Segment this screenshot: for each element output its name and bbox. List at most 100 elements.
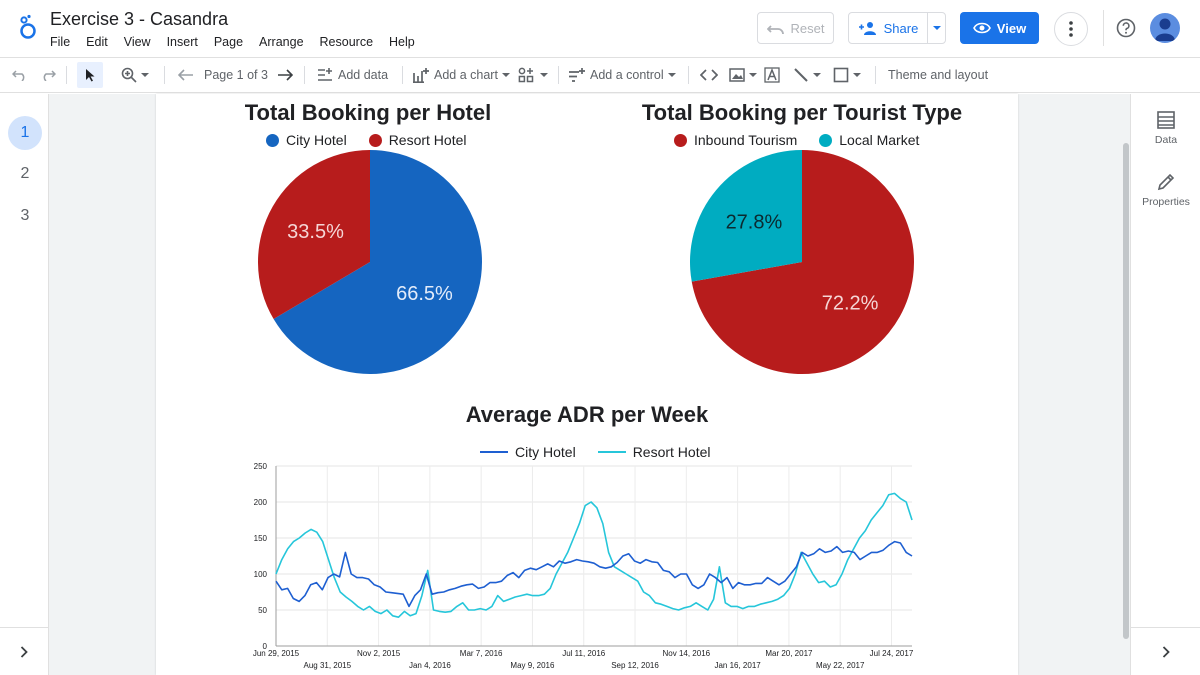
- redo-button[interactable]: [40, 58, 56, 92]
- expand-right-panel-button[interactable]: [1131, 627, 1200, 675]
- x-tick-label: Jul 24, 2017: [870, 649, 914, 658]
- looker-studio-logo-icon[interactable]: [16, 14, 40, 40]
- legend-item-local-market[interactable]: Local Market: [819, 132, 919, 148]
- rectangle-icon: [833, 67, 849, 83]
- image-icon: [729, 68, 745, 82]
- add-control-label: Add a control: [590, 68, 664, 82]
- widgets-icon: [518, 67, 534, 83]
- y-tick-label: 0: [263, 642, 268, 651]
- legend-swatch: [674, 133, 687, 147]
- y-tick-label: 150: [254, 534, 268, 543]
- pie-chart-tourist[interactable]: 72.2% 27.8%: [688, 148, 916, 376]
- report-title[interactable]: Exercise 3 - Casandra: [50, 9, 229, 29]
- legend-swatch: [597, 451, 626, 453]
- zoom-button[interactable]: [121, 58, 149, 92]
- editor-toolbar: Page 1 of 3 Add data Add a chart Add a c…: [0, 57, 1200, 93]
- embed-url-button[interactable]: [700, 58, 718, 92]
- add-control-button[interactable]: Add a control: [568, 58, 676, 92]
- share-button[interactable]: Share: [848, 12, 946, 44]
- shape-button[interactable]: [833, 58, 861, 92]
- toolbar-divider: [875, 66, 876, 84]
- text-button[interactable]: [764, 58, 780, 92]
- cursor-arrow-icon: [86, 69, 95, 82]
- toolbar-divider: [164, 66, 165, 84]
- legend-item-city-hotel[interactable]: City Hotel: [480, 444, 576, 460]
- pie-chart-hotel[interactable]: 66.5% 33.5%: [256, 148, 484, 376]
- legend-item-resort-hotel[interactable]: Resort Hotel: [368, 132, 467, 148]
- expand-pages-button[interactable]: [0, 627, 48, 675]
- menu-arrange[interactable]: Arrange: [259, 35, 304, 49]
- undo-arrow-icon: [766, 25, 784, 34]
- right-side-panel: Data Properties: [1130, 94, 1200, 675]
- redo-icon: [43, 70, 56, 81]
- menu-view[interactable]: View: [123, 35, 151, 49]
- y-tick-label: 100: [254, 570, 268, 579]
- pie-slice-resort-hotel[interactable]: [258, 150, 370, 320]
- legend-item-resort-hotel[interactable]: Resort Hotel: [597, 444, 711, 460]
- user-avatar[interactable]: [1150, 13, 1180, 43]
- add-data-icon: [318, 68, 332, 81]
- add-chart-button[interactable]: Add a chart: [412, 58, 510, 92]
- y-tick-label: 50: [258, 606, 267, 615]
- report-canvas: Total Booking per Hotel City Hotel Resor…: [156, 94, 1018, 675]
- page-2-button[interactable]: 2: [20, 165, 30, 182]
- image-button[interactable]: [729, 58, 757, 92]
- more-options-button[interactable]: [1054, 12, 1088, 46]
- legend-label: Resort Hotel: [632, 444, 711, 460]
- line-series-city-hotel[interactable]: [275, 540, 913, 608]
- legend-label: City Hotel: [286, 132, 347, 148]
- pie-slice-local-market[interactable]: [690, 150, 802, 282]
- theme-and-layout-button[interactable]: Theme and layout: [888, 68, 989, 82]
- code-icon: [700, 69, 718, 81]
- view-button[interactable]: View: [960, 12, 1039, 44]
- zoom-in-icon: [121, 67, 137, 83]
- menu-insert[interactable]: Insert: [166, 35, 198, 49]
- reset-label: Reset: [790, 20, 825, 36]
- page-indicator: Page 1 of 3: [204, 68, 268, 82]
- menu-page[interactable]: Page: [213, 35, 244, 49]
- next-page-button[interactable]: [277, 58, 293, 92]
- share-dropdown-caret-icon[interactable]: [928, 25, 945, 31]
- arrow-right-icon: [278, 69, 293, 81]
- dropdown-caret-icon: [540, 72, 548, 77]
- data-panel-button[interactable]: Data: [1131, 110, 1200, 146]
- x-tick-label: Jul 11, 2016: [562, 649, 606, 658]
- line-button[interactable]: [793, 58, 821, 92]
- dropdown-caret-icon: [141, 72, 149, 77]
- page-3-button[interactable]: 3: [20, 207, 30, 224]
- canvas-scrollbar[interactable]: [1123, 143, 1129, 639]
- x-tick-label: Jan 16, 2017: [714, 661, 761, 670]
- text-box-icon: [764, 67, 780, 83]
- properties-panel-button[interactable]: Properties: [1131, 172, 1200, 208]
- dropdown-caret-icon: [749, 72, 757, 77]
- share-main[interactable]: Share: [849, 13, 928, 43]
- x-tick-label: May 22, 2017: [816, 661, 865, 670]
- pie-hotel-legend[interactable]: City Hotel Resort Hotel: [266, 132, 489, 148]
- undo-button[interactable]: [12, 58, 28, 92]
- pie-tourist-legend[interactable]: Inbound Tourism Local Market: [674, 132, 941, 148]
- previous-page-button[interactable]: [178, 58, 194, 92]
- pie-slice-label: 72.2%: [822, 292, 879, 314]
- add-chart-icon: [413, 68, 429, 83]
- menu-edit[interactable]: Edit: [86, 35, 108, 49]
- select-tool-button[interactable]: [77, 62, 103, 88]
- menu-help[interactable]: Help: [389, 35, 415, 49]
- reset-button[interactable]: Reset: [757, 12, 834, 44]
- line-adr-legend[interactable]: City Hotel Resort Hotel: [480, 444, 733, 460]
- pie-slice-city-hotel[interactable]: [273, 150, 482, 374]
- dropdown-caret-icon: [813, 72, 821, 77]
- page-1-button[interactable]: 1: [8, 116, 42, 150]
- arrow-left-icon: [178, 69, 193, 81]
- legend-item-city-hotel[interactable]: City Hotel: [266, 132, 347, 148]
- line-series-resort-hotel[interactable]: [275, 492, 913, 618]
- pencil-icon: [1157, 173, 1175, 191]
- help-icon[interactable]: [1116, 18, 1136, 38]
- menu-file[interactable]: File: [50, 35, 71, 49]
- pie-slice-label: 33.5%: [287, 221, 344, 243]
- add-data-button[interactable]: Add data: [316, 58, 388, 92]
- legend-item-inbound-tourism[interactable]: Inbound Tourism: [674, 132, 797, 148]
- pie-slice-inbound-tourism[interactable]: [691, 150, 914, 374]
- community-visualizations-button[interactable]: [518, 58, 548, 92]
- menu-resource[interactable]: Resource: [319, 35, 374, 49]
